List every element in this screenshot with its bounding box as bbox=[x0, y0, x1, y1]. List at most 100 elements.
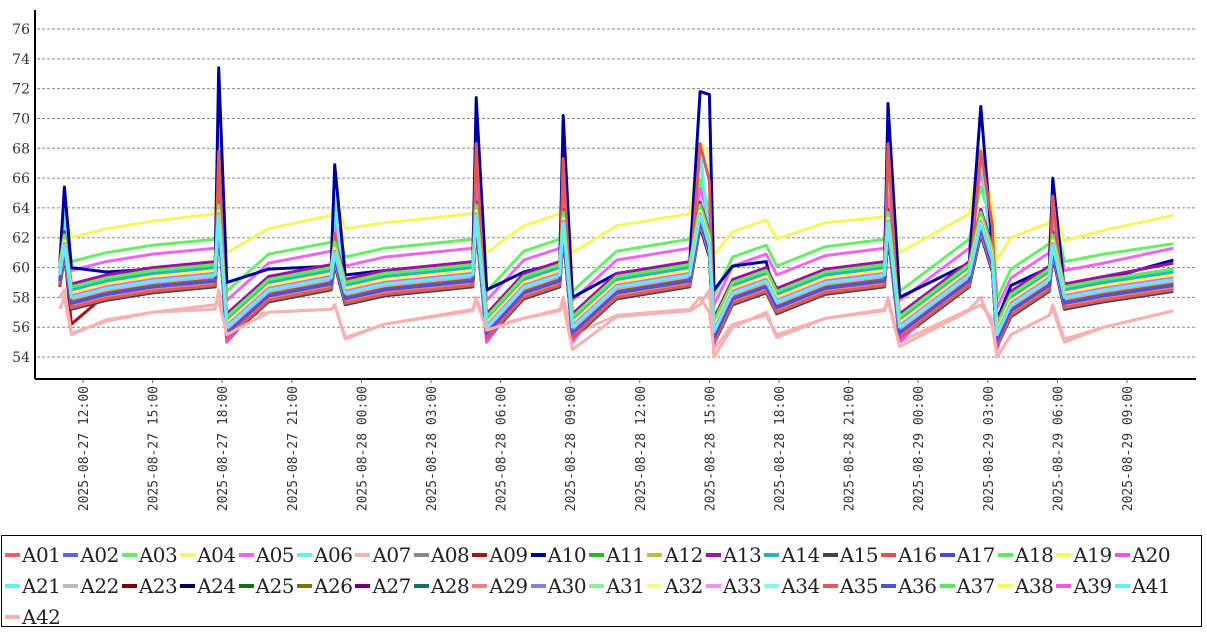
legend-label: A17 bbox=[956, 542, 996, 567]
x-tick-label: 2025-08-28 12:00 bbox=[634, 386, 649, 511]
legend-label: A24 bbox=[197, 573, 236, 598]
y-tick-label: 74 bbox=[12, 52, 30, 68]
y-tick-label: 64 bbox=[12, 201, 30, 217]
legend-swatch bbox=[530, 583, 546, 588]
legend-item-a30: A30 bbox=[530, 570, 587, 601]
legend-swatch bbox=[589, 552, 605, 557]
legend-swatch bbox=[413, 552, 429, 557]
legend-item-a03: A03 bbox=[121, 539, 178, 570]
legend-item-a35: A35 bbox=[822, 570, 879, 601]
legend-item-a32: A32 bbox=[647, 570, 703, 601]
legend-label: A41 bbox=[1131, 573, 1171, 598]
y-tick-label: 56 bbox=[12, 320, 30, 336]
legend-item-a01: A01 bbox=[5, 539, 61, 570]
legend-item-a02: A02 bbox=[63, 539, 119, 570]
legend-swatch bbox=[121, 552, 137, 557]
legend-item-a41: A41 bbox=[1114, 570, 1171, 601]
legend-label: A27 bbox=[372, 573, 411, 598]
legend-label: A15 bbox=[839, 542, 879, 567]
legend-label: A29 bbox=[489, 573, 528, 598]
legend-label: A23 bbox=[138, 573, 178, 598]
legend-label: A42 bbox=[22, 604, 61, 629]
legend-item-a20: A20 bbox=[1114, 539, 1171, 570]
legend-swatch bbox=[997, 552, 1013, 557]
legend-swatch bbox=[63, 552, 79, 557]
legend-item-a37: A37 bbox=[939, 570, 995, 601]
legend: A01 A02 A03 A04 A05 A06 A07 A08 A09 A10 A11 A12 A13 A… bbox=[1, 535, 1202, 629]
legend-item-a11: A11 bbox=[589, 539, 645, 570]
x-tick-label: 2025-08-28 15:00 bbox=[703, 386, 718, 511]
legend-label: A28 bbox=[430, 573, 470, 598]
series-line-a42 bbox=[58, 288, 1174, 359]
legend-label: A09 bbox=[489, 542, 528, 567]
y-tick-label: 76 bbox=[12, 22, 30, 38]
legend-item-a04: A04 bbox=[180, 539, 236, 570]
legend-item-a18: A18 bbox=[997, 539, 1054, 570]
legend-label: A02 bbox=[80, 542, 119, 567]
legend-swatch bbox=[5, 552, 20, 557]
legend-label: A19 bbox=[1073, 542, 1112, 567]
legend-label: A01 bbox=[22, 542, 61, 567]
legend-swatch bbox=[1056, 583, 1072, 588]
y-tick-label: 54 bbox=[12, 350, 30, 366]
legend-label: A20 bbox=[1131, 542, 1171, 567]
legend-item-a27: A27 bbox=[355, 570, 411, 601]
legend-label: A26 bbox=[314, 573, 353, 598]
legend-label: A32 bbox=[664, 573, 703, 598]
legend-item-a05: A05 bbox=[238, 539, 295, 570]
x-tick-label: 2025-08-29 00:00 bbox=[912, 386, 927, 511]
legend-item-a38: A38 bbox=[997, 570, 1054, 601]
legend-item-a21: A21 bbox=[5, 570, 61, 601]
legend-label: A07 bbox=[372, 542, 411, 567]
legend-swatch bbox=[647, 552, 663, 557]
legend-swatch bbox=[297, 583, 313, 588]
legend-swatch bbox=[238, 552, 254, 557]
series-lines bbox=[58, 66, 1174, 359]
legend-item-a39: A39 bbox=[1056, 570, 1112, 601]
x-tick-label: 2025-08-28 00:00 bbox=[355, 386, 370, 511]
legend-swatch bbox=[939, 552, 955, 557]
legend-swatch bbox=[705, 552, 721, 557]
legend-swatch bbox=[530, 552, 546, 557]
legend-item-a08: A08 bbox=[413, 539, 470, 570]
legend-item-a07: A07 bbox=[355, 539, 411, 570]
legend-item-a33: A33 bbox=[705, 570, 762, 601]
legend-swatch bbox=[180, 583, 196, 588]
series-line-a41 bbox=[58, 213, 1174, 337]
legend-swatch bbox=[589, 583, 605, 588]
legend-swatch bbox=[355, 552, 371, 557]
legend-swatch bbox=[355, 583, 371, 588]
legend-label: A34 bbox=[781, 573, 820, 598]
legend-label: A22 bbox=[80, 573, 119, 598]
legend-swatch bbox=[764, 552, 780, 557]
legend-label: A36 bbox=[898, 573, 937, 598]
legend-item-a06: A06 bbox=[297, 539, 353, 570]
legend-label: A35 bbox=[839, 573, 879, 598]
legend-label: A03 bbox=[138, 542, 178, 567]
legend-label: A12 bbox=[664, 542, 703, 567]
legend-swatch bbox=[881, 552, 897, 557]
legend-swatch bbox=[822, 552, 838, 557]
legend-label: A06 bbox=[314, 542, 353, 567]
y-tick-label: 58 bbox=[12, 290, 30, 306]
x-tick-label: 2025-08-28 21:00 bbox=[843, 386, 858, 511]
legend-swatch bbox=[764, 583, 780, 588]
legend-item-a17: A17 bbox=[939, 539, 996, 570]
legend-item-a36: A36 bbox=[881, 570, 937, 601]
legend-item-a12: A12 bbox=[647, 539, 703, 570]
legend-item-a16: A16 bbox=[881, 539, 937, 570]
legend-label: A30 bbox=[547, 573, 587, 598]
legend-label: A04 bbox=[197, 542, 236, 567]
legend-label: A33 bbox=[722, 573, 762, 598]
legend-label: A08 bbox=[430, 542, 470, 567]
y-tick-label: 60 bbox=[12, 261, 30, 277]
legend-label: A05 bbox=[255, 542, 295, 567]
legend-item-a22: A22 bbox=[63, 570, 119, 601]
legend-item-a19: A19 bbox=[1056, 539, 1112, 570]
x-tick-label: 2025-08-29 03:00 bbox=[982, 386, 997, 511]
legend-item-a34: A34 bbox=[764, 570, 820, 601]
x-tick-label: 2025-08-29 06:00 bbox=[1051, 386, 1066, 511]
legend-swatch bbox=[472, 552, 488, 557]
legend-swatch bbox=[881, 583, 897, 588]
legend-swatch bbox=[413, 583, 429, 588]
